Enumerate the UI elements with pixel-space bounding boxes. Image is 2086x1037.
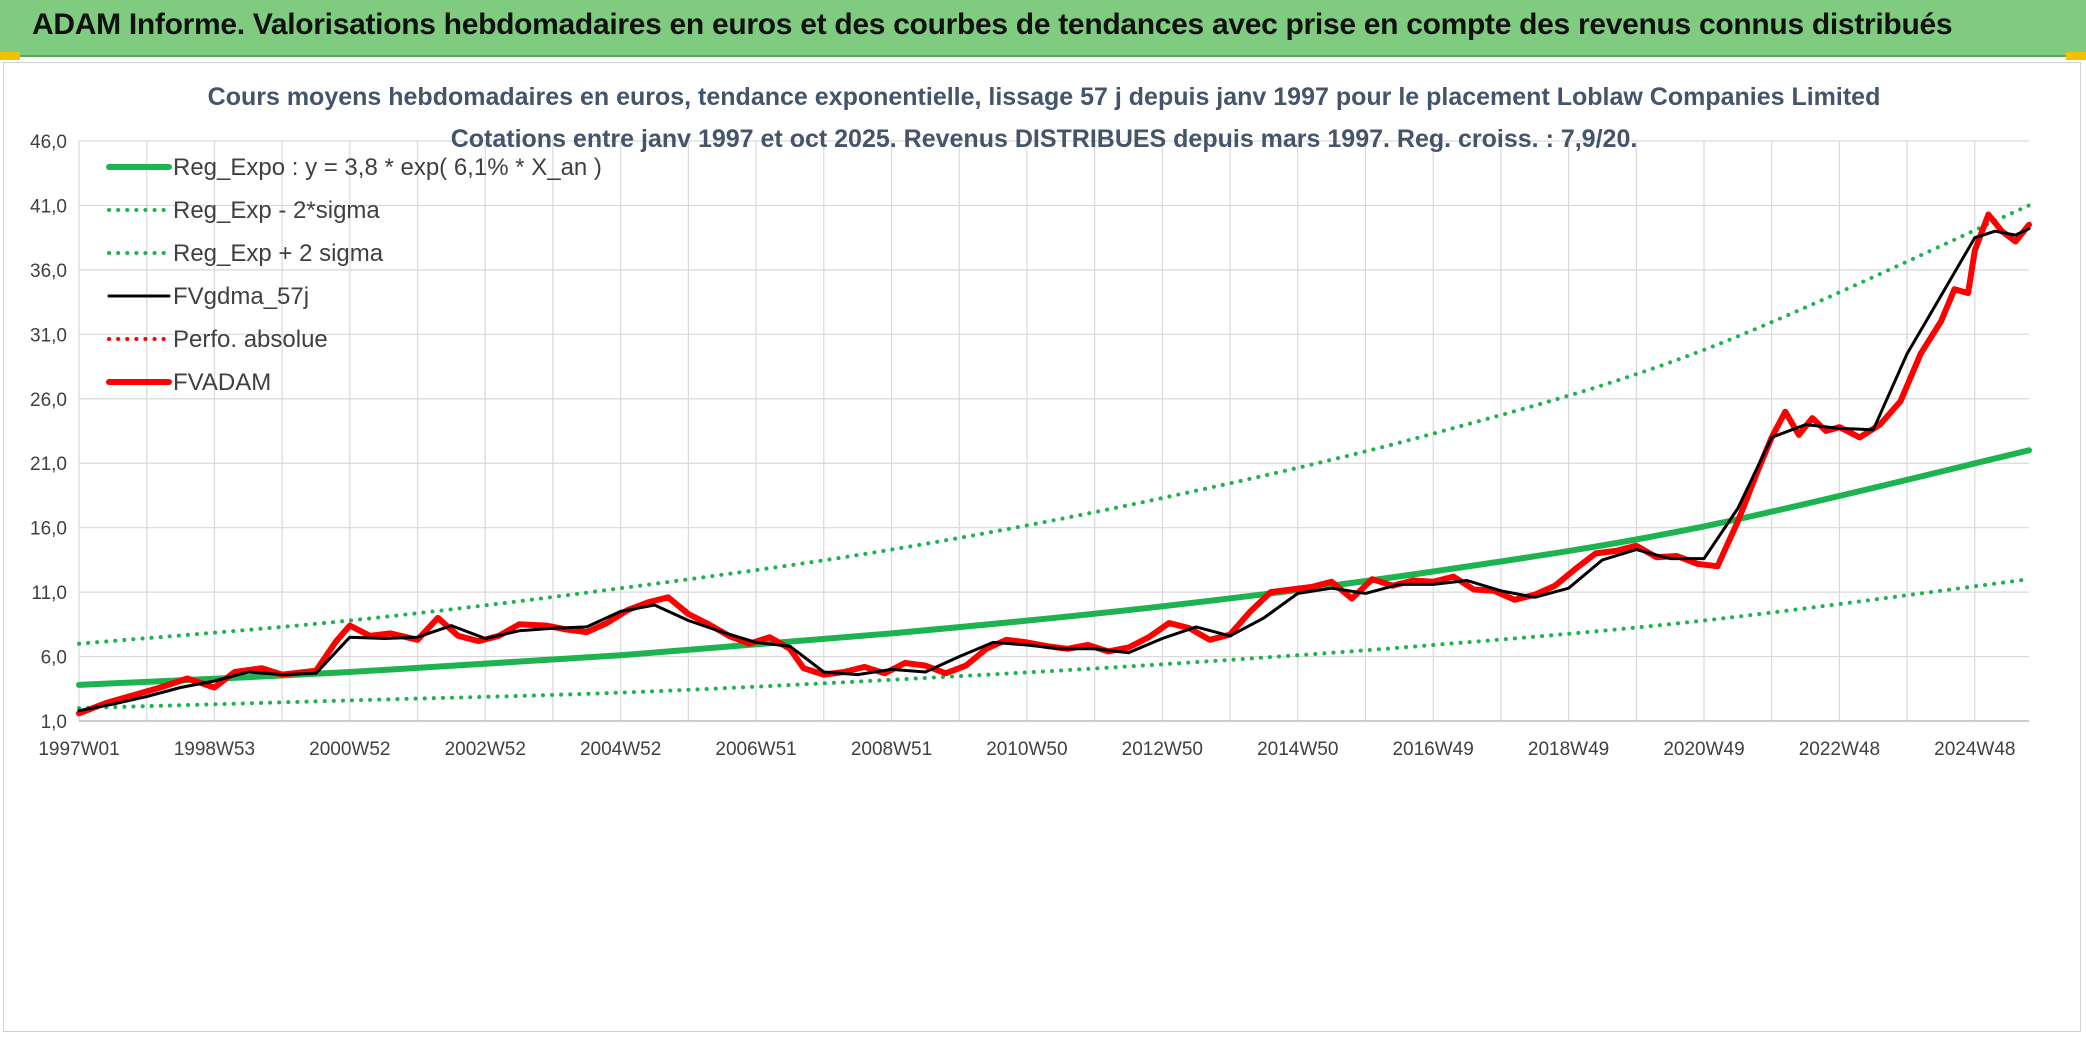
series-line-5 [76, 211, 2032, 717]
axes: 1,0 6,0 11,0 16,0 21,0 26,0 31,0 36,0 41,0 46,0 19… [30, 132, 2029, 760]
x-tick-label: 2018W49 [1528, 739, 1609, 760]
left-corner-marker [0, 52, 20, 60]
x-tick-label: 2002W52 [445, 739, 526, 760]
x-tick-label: 2008W51 [851, 739, 932, 760]
line-chart: 1,0 6,0 11,0 16,0 21,0 26,0 31,0 36,0 41,0 46,0 19… [30, 83, 2032, 760]
series-line-1 [77, 577, 2031, 711]
y-tick-label: 41,0 [30, 196, 67, 217]
legend-label: Reg_Exp - 2*sigma [173, 197, 380, 224]
y-tick-label: 31,0 [30, 325, 67, 346]
x-tick-label: 2020W49 [1663, 739, 1744, 760]
legend: Reg_Expo : y = 3,8 * exp( 6,1% * X_an ) R… [106, 154, 602, 396]
report-header: ADAM Informe. Valorisations hebdomadaire… [0, 0, 2086, 57]
legend-label: Perfo. absolue [173, 326, 328, 353]
y-tick-label: 36,0 [30, 261, 67, 282]
x-tick-label: 2022W48 [1799, 739, 1880, 760]
y-tick-label: 46,0 [30, 132, 67, 153]
x-tick-label: 2004W52 [580, 739, 661, 760]
legend-label: FVADAM [173, 369, 271, 396]
y-tick-label: 11,0 [31, 583, 67, 604]
legend-label: Reg_Exp + 2 sigma [173, 240, 384, 267]
legend-label: FVgdma_57j [173, 283, 309, 310]
y-tick-label: 26,0 [30, 390, 67, 411]
report-title: ADAM Informe. Valorisations hebdomadaire… [32, 8, 1953, 41]
legend-label: Reg_Expo : y = 3,8 * exp( 6,1% * X_an ) [173, 154, 602, 181]
x-tick-label: 2006W51 [715, 739, 796, 760]
right-corner-marker [2066, 52, 2086, 60]
x-tick-label: 2000W52 [309, 739, 390, 760]
series-layer [76, 203, 2032, 717]
x-tick-label: 2016W49 [1392, 739, 1473, 760]
x-tick-label: 1998W53 [174, 739, 255, 760]
series-line-2 [77, 203, 2031, 646]
x-tick-label: 2010W50 [986, 739, 1067, 760]
chart-subtitle: Cotations entre janv 1997 et oct 2025. R… [451, 125, 1638, 153]
y-tick-label: 1,0 [41, 712, 67, 733]
chart-title: Cours moyens hebdomadaires en euros, ten… [208, 83, 1881, 111]
x-tick-label: 2014W50 [1257, 739, 1338, 760]
y-tick-label: 16,0 [30, 519, 67, 540]
series-line-0 [76, 447, 2032, 688]
x-tick-label: 1997W01 [38, 739, 119, 760]
chart-frame: 1,0 6,0 11,0 16,0 21,0 26,0 31,0 36,0 41,0 46,0 19… [3, 62, 2081, 1032]
grid [78, 140, 2029, 722]
x-tick-label: 2012W50 [1122, 739, 1203, 760]
y-tick-label: 6,0 [41, 648, 67, 669]
x-tick-label: 2024W48 [1934, 739, 2015, 760]
y-tick-label: 21,0 [30, 454, 67, 475]
series-line-3 [77, 227, 2031, 713]
